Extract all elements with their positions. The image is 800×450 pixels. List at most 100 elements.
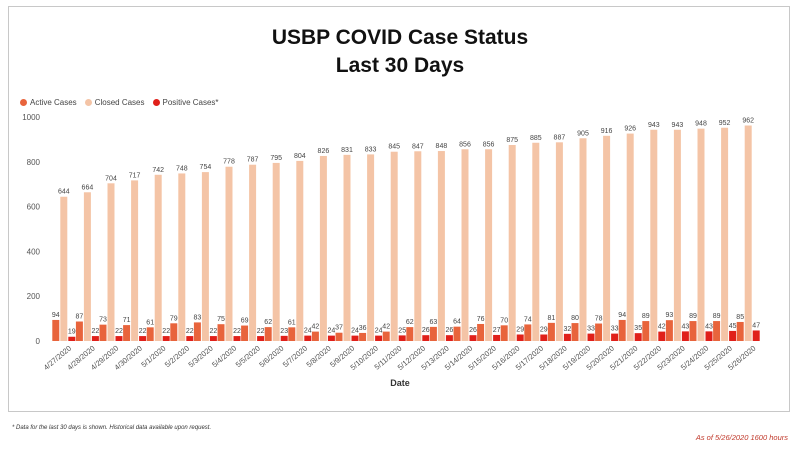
bar-closed <box>343 154 351 341</box>
bar-positive <box>398 335 406 341</box>
bar-positive <box>611 333 619 341</box>
legend-positive-dot-icon <box>152 99 160 106</box>
data-label: 875 <box>506 137 518 144</box>
bar-closed <box>83 192 91 341</box>
bar-positive <box>422 335 430 341</box>
bar-active <box>736 321 744 341</box>
chart-frame <box>8 6 790 412</box>
bar-active <box>642 321 650 341</box>
bar-closed <box>60 196 68 341</box>
data-label: 778 <box>223 159 235 166</box>
x-tick-label: 5/1/2020 <box>139 344 167 370</box>
bar-active <box>382 331 390 341</box>
data-label: 847 <box>412 143 424 150</box>
bar-closed <box>201 172 209 341</box>
data-label: 76 <box>477 316 485 323</box>
data-label: 22 <box>115 328 123 335</box>
bar-active <box>146 327 154 341</box>
y-tick-label: 0 <box>36 337 41 346</box>
data-label: 845 <box>388 144 400 151</box>
bar-closed <box>178 173 186 341</box>
bar-active <box>618 319 626 341</box>
data-label: 22 <box>233 328 241 335</box>
y-tick-label: 1000 <box>22 113 40 122</box>
bar-positive <box>209 336 217 341</box>
data-label: 80 <box>571 315 579 322</box>
data-label: 43 <box>682 323 690 330</box>
bar-positive <box>375 335 383 341</box>
data-label: 644 <box>58 189 70 196</box>
bar-active <box>75 321 83 341</box>
legend-closed-label: Closed Cases <box>94 98 145 107</box>
x-tick-label: 5/2/2020 <box>163 344 191 370</box>
bar-active <box>689 321 697 341</box>
data-label: 29 <box>516 327 524 334</box>
bar-active <box>241 325 249 341</box>
y-tick-label: 600 <box>27 203 41 212</box>
bar-positive <box>280 335 288 341</box>
bar-closed <box>673 129 681 341</box>
data-label: 83 <box>194 314 202 321</box>
legend-item-positive: Positive Cases* <box>152 98 219 107</box>
data-label: 905 <box>577 130 589 137</box>
bar-active <box>288 327 296 341</box>
bar-closed <box>296 160 304 341</box>
data-label: 833 <box>365 146 377 153</box>
data-label: 948 <box>695 121 707 128</box>
data-label: 78 <box>595 316 603 323</box>
x-tick-label: 5/6/2020 <box>257 344 285 370</box>
bar-closed <box>437 151 445 341</box>
bar-positive <box>445 335 453 341</box>
bar-closed <box>225 166 233 341</box>
data-label: 42 <box>382 324 390 331</box>
data-label: 61 <box>288 319 296 326</box>
data-label: 26 <box>446 327 454 334</box>
bar-positive <box>257 336 265 341</box>
bar-positive <box>469 335 477 341</box>
data-label: 826 <box>318 148 330 155</box>
data-label: 23 <box>280 328 288 335</box>
data-label: 33 <box>587 326 595 333</box>
bar-closed <box>555 142 563 341</box>
legend-item-closed: Closed Cases <box>84 98 145 107</box>
bar-positive <box>516 334 524 341</box>
data-label: 24 <box>375 328 383 335</box>
data-label: 22 <box>210 328 218 335</box>
x-tick-label: 5/8/2020 <box>305 344 333 370</box>
data-label: 26 <box>422 327 430 334</box>
legend-closed-dot-icon <box>84 99 92 106</box>
data-label: 943 <box>672 122 684 129</box>
data-label: 804 <box>294 153 306 160</box>
bar-positive <box>186 336 194 341</box>
data-label: 70 <box>500 317 508 324</box>
y-tick-label: 200 <box>27 292 41 301</box>
bar-active <box>595 323 603 341</box>
bar-active <box>217 324 225 341</box>
data-label: 856 <box>483 141 495 148</box>
bar-positive <box>139 336 147 341</box>
bar-positive <box>304 335 312 341</box>
data-label: 32 <box>564 326 572 333</box>
bar-active <box>264 327 272 341</box>
data-label: 74 <box>524 316 532 323</box>
bar-closed <box>107 183 115 341</box>
data-label: 33 <box>611 326 619 333</box>
data-label: 42 <box>658 324 666 331</box>
bar-active <box>170 323 178 341</box>
bar-closed <box>532 142 540 341</box>
x-axis-title: Date <box>390 378 410 388</box>
bar-positive <box>327 335 335 341</box>
bar-positive <box>68 336 76 341</box>
as-of-timestamp: As of 5/26/2020 1600 hours <box>695 433 788 442</box>
data-label: 89 <box>713 313 721 320</box>
data-label: 787 <box>247 157 259 164</box>
bar-positive <box>705 331 713 341</box>
data-label: 64 <box>453 319 461 326</box>
bar-positive <box>587 333 595 341</box>
bar-positive <box>634 333 642 341</box>
data-label: 717 <box>129 172 141 179</box>
data-label: 24 <box>304 328 312 335</box>
data-label: 35 <box>634 325 642 332</box>
data-label: 81 <box>548 315 556 322</box>
chart-title: USBP COVID Case Status <box>271 26 529 49</box>
